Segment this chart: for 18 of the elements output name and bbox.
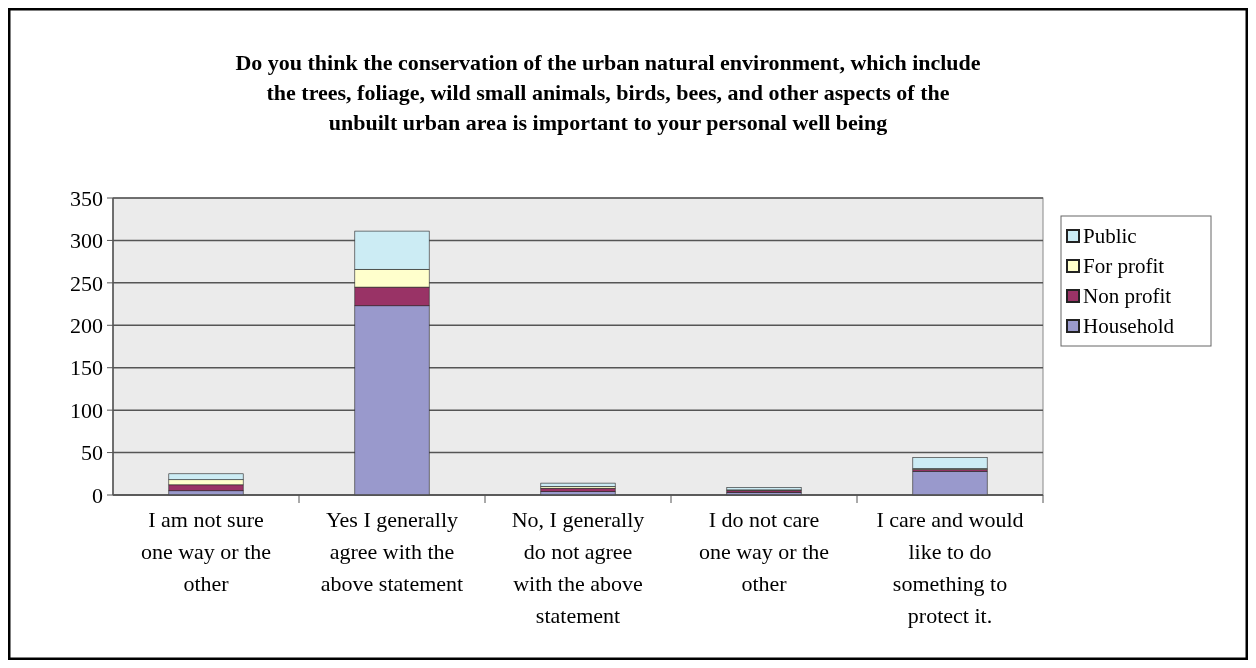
y-tick-label: 150 bbox=[70, 355, 103, 381]
x-tick-label: Yes I generally agree with the above statement bbox=[320, 507, 464, 596]
legend-label: For profit bbox=[1083, 254, 1165, 279]
y-tick-label: 200 bbox=[70, 312, 103, 338]
y-tick-label: 0 bbox=[92, 482, 103, 508]
legend-label: Non profit bbox=[1083, 284, 1172, 309]
x-tick-label: I care and would like to do something to protect it. bbox=[876, 507, 1024, 628]
legend-label: Public bbox=[1083, 224, 1137, 249]
x-tick-label: I do not care one way or the other bbox=[698, 507, 830, 596]
legend-label: Household bbox=[1083, 314, 1175, 339]
y-tick-label: 100 bbox=[70, 397, 103, 423]
y-tick-label: 250 bbox=[70, 270, 103, 296]
chart-title: Do you think the conservation of the urban natural environment, which include the trees, foliage, wild small animals, birds, bees, and other aspects of the unbuilt urban area is important to your personal well being bbox=[235, 50, 981, 135]
x-tick-label: No, I generally do not agree with the above statement bbox=[511, 507, 645, 628]
y-tick-label: 350 bbox=[70, 185, 103, 211]
x-tick-label: I am not sure one way or the other bbox=[140, 507, 272, 596]
y-tick-label: 50 bbox=[81, 440, 103, 466]
y-tick-label: 300 bbox=[70, 228, 103, 254]
